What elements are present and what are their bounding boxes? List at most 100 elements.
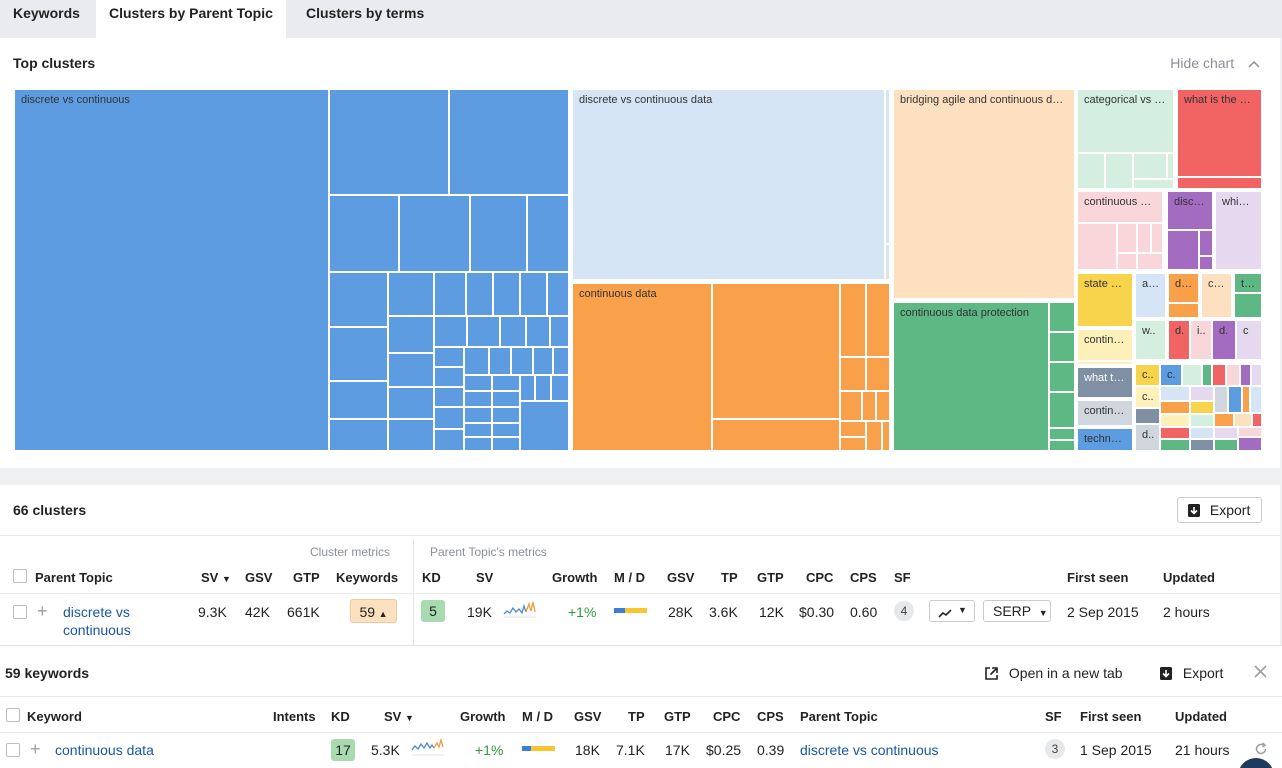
treemap-cell[interactable] [1167, 230, 1199, 270]
row-checkbox[interactable] [13, 605, 27, 619]
cluster-block-c-lightyellow[interactable]: c.. [1135, 386, 1160, 408]
treemap-cell[interactable] [1238, 437, 1262, 451]
treemap-cell[interactable] [464, 347, 489, 375]
cluster-block-d-grey[interactable]: d.. [1135, 424, 1160, 451]
cluster-block-what-is-the[interactable]: what is the … [1177, 89, 1262, 177]
treemap-cell[interactable] [329, 419, 388, 451]
treemap-cell[interactable] [492, 391, 520, 407]
keywords-count-badge[interactable]: 59 ▲ [350, 599, 397, 623]
treemap-cell[interactable] [1234, 413, 1252, 427]
treemap-cell[interactable] [434, 387, 464, 407]
treemap-cell[interactable] [1182, 364, 1202, 386]
treemap-cell[interactable] [1077, 361, 1133, 365]
header-sv[interactable]: SV ▼ [384, 709, 414, 724]
keyword-row-checkbox[interactable] [6, 743, 20, 757]
treemap-cell[interactable] [1177, 177, 1262, 189]
treemap-cell[interactable] [1117, 223, 1137, 253]
treemap-cell[interactable] [712, 283, 840, 419]
treemap-cell[interactable] [885, 244, 890, 280]
treemap-cell[interactable] [520, 272, 547, 316]
header-cps[interactable]: CPS [850, 570, 877, 585]
treemap-cell[interactable] [1151, 223, 1163, 253]
treemap-cell[interactable] [550, 316, 569, 347]
treemap-cell[interactable] [434, 367, 464, 387]
treemap-cell[interactable] [885, 89, 890, 244]
cluster-block-techn[interactable]: techn… [1077, 428, 1133, 451]
treemap-cell[interactable] [535, 375, 551, 401]
expand-plus-icon[interactable]: + [30, 739, 41, 759]
header-cps[interactable]: CPS [757, 709, 784, 724]
treemap-cell[interactable] [388, 419, 434, 451]
treemap-cell[interactable] [1137, 223, 1151, 253]
header-kd[interactable]: KD [422, 570, 441, 585]
treemap-cell[interactable] [547, 272, 569, 316]
cluster-block-d-purple[interactable]: d. [1212, 320, 1236, 360]
header-first-seen[interactable]: First seen [1067, 570, 1129, 585]
cluster-block-contin[interactable]: contin… [1077, 329, 1133, 361]
treemap-cell[interactable] [511, 347, 533, 375]
cluster-block-c-lavender[interactable]: c [1236, 320, 1262, 360]
treemap-cell[interactable] [840, 437, 866, 451]
header-gtp-pt[interactable]: GTP [757, 570, 784, 585]
treemap-cell[interactable] [464, 391, 492, 407]
cluster-block-contin-2[interactable]: contin… [1077, 400, 1133, 426]
keyword-link[interactable]: continuous data [55, 742, 154, 758]
treemap-cell[interactable] [520, 375, 535, 401]
treemap-cell[interactable] [492, 375, 520, 391]
treemap-cell[interactable] [467, 316, 500, 347]
cluster-block-what-t[interactable]: what t… [1077, 367, 1133, 398]
treemap-cell[interactable] [1251, 364, 1262, 386]
treemap-cell[interactable] [1168, 303, 1199, 318]
cluster-block-w[interactable]: w.. [1135, 320, 1166, 360]
treemap-cell[interactable] [1252, 413, 1262, 427]
treemap-cell[interactable] [862, 391, 876, 421]
treemap-cell[interactable] [1214, 413, 1234, 427]
treemap-cell[interactable] [1240, 364, 1251, 386]
header-updated[interactable]: Updated [1163, 570, 1215, 585]
treemap-cell[interactable] [434, 272, 466, 316]
header-tp[interactable]: TP [721, 570, 738, 585]
treemap-cell[interactable] [840, 391, 862, 421]
treemap-cell[interactable] [1049, 362, 1075, 392]
treemap-cell[interactable] [1049, 302, 1075, 332]
cluster-block-discrete-vs-continuous[interactable]: discrete vs continuous [14, 89, 329, 451]
header-intents[interactable]: Intents [273, 709, 316, 724]
tab-keywords[interactable]: Keywords [13, 5, 80, 21]
header-sv-pt[interactable]: SV [476, 570, 494, 585]
cluster-block-c[interactable]: c… [1201, 273, 1232, 318]
cluster-block-d-red[interactable]: d. [1168, 320, 1190, 360]
treemap-cell[interactable] [1117, 253, 1137, 270]
treemap-cell[interactable] [1190, 401, 1214, 414]
treemap-cell[interactable] [840, 421, 866, 437]
parent-topic-link[interactable]: discrete vs continuous [63, 604, 131, 638]
treemap-cell[interactable] [329, 272, 388, 327]
treemap-cell[interactable] [434, 429, 464, 451]
treemap-cell[interactable] [464, 423, 492, 437]
treemap-cell[interactable] [1190, 427, 1214, 439]
treemap-cell[interactable] [329, 89, 449, 195]
export-clusters-button[interactable]: Export [1177, 497, 1262, 523]
treemap-cell[interactable] [1214, 439, 1238, 451]
cluster-block-t[interactable]: t… [1234, 273, 1262, 293]
treemap-cell[interactable] [464, 375, 492, 391]
cluster-block-state[interactable]: state … [1077, 273, 1133, 327]
header-md[interactable]: M / D [614, 570, 646, 585]
treemap-cell[interactable] [520, 401, 569, 451]
header-tp[interactable]: TP [628, 709, 645, 724]
header-kd[interactable]: KD [331, 709, 350, 724]
header-sv[interactable]: SV ▼ [201, 570, 231, 585]
treemap-cell[interactable] [882, 421, 890, 451]
refresh-icon[interactable] [1254, 742, 1268, 759]
treemap-cell[interactable] [493, 272, 520, 316]
treemap-cell[interactable] [1105, 153, 1133, 189]
treemap-cell[interactable] [1228, 386, 1242, 413]
cluster-block-continuous-data[interactable]: continuous data [572, 283, 712, 451]
treemap-cell[interactable] [1160, 427, 1190, 439]
select-all-checkbox[interactable] [13, 569, 27, 583]
treemap-cell[interactable] [1077, 153, 1105, 189]
treemap-cell[interactable] [1160, 401, 1190, 414]
header-md[interactable]: M / D [522, 709, 554, 724]
clusters-treemap[interactable]: discrete vs continuous [14, 89, 1262, 451]
tab-clusters-by-parent-topic[interactable]: Clusters by Parent Topic [96, 0, 286, 38]
treemap-cell[interactable] [1135, 408, 1160, 424]
